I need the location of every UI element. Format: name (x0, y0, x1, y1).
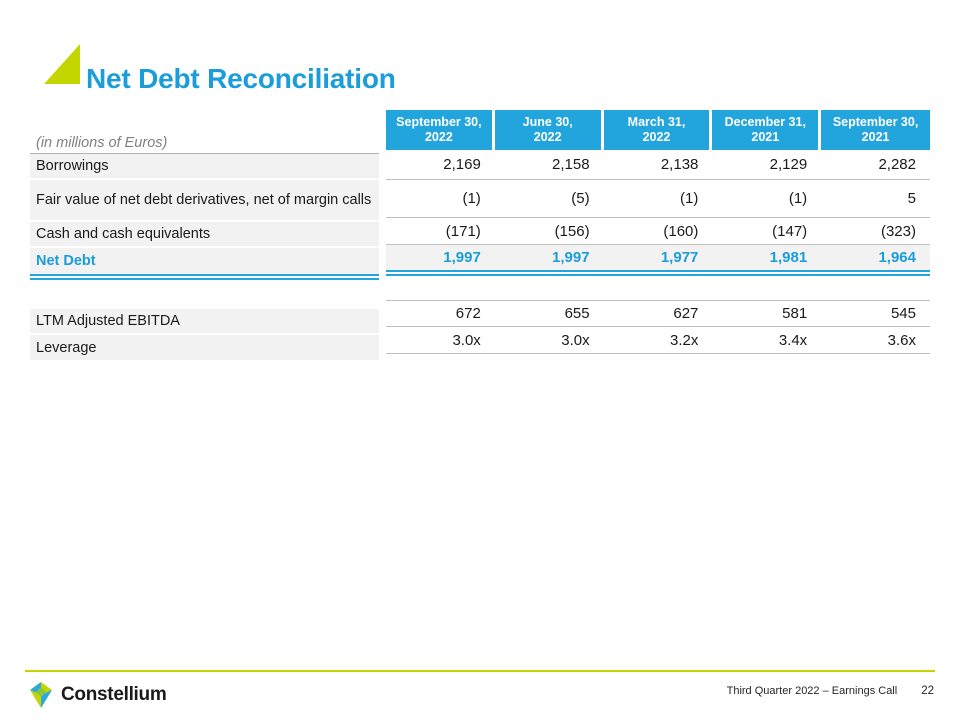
cell-value: 581 (782, 305, 808, 322)
section-gap (30, 280, 379, 308)
cell-value: (171) (445, 222, 481, 240)
table-row: 672 655 627 581 545 (386, 300, 930, 327)
column-header-line1: December 31, (724, 115, 806, 129)
footer-divider (25, 670, 935, 672)
row-label-net-debt: Net Debt (30, 248, 379, 274)
cell-value: 2,129 (769, 156, 808, 173)
table-row: 2,169 2,158 2,138 2,129 2,282 (386, 150, 930, 180)
cell-value: (5) (571, 190, 590, 207)
cell-value: 1,981 (769, 249, 808, 266)
lime-triangle-decoration (44, 44, 80, 84)
section-gap (386, 276, 930, 300)
cell-value: 1,964 (878, 249, 916, 266)
row-label-borrowings: Borrowings (30, 154, 379, 180)
row-label-cash: Cash and cash equivalents (30, 222, 379, 248)
cell-value: 5 (907, 190, 916, 207)
column-header-dec-2021: December 31, 2021 (712, 110, 819, 150)
cell-value: (1) (788, 190, 808, 207)
column-header-mar-2022: March 31, 2022 (603, 110, 710, 150)
table-header-row: September 30, 2022 June 30, 2022 March 3… (386, 110, 930, 150)
footer-note: Third Quarter 2022 – Earnings Call (726, 685, 898, 697)
column-header-jun-2022: June 30, 2022 (494, 110, 601, 150)
company-name: Constellium (61, 684, 167, 705)
column-header-line2: 2021 (861, 130, 890, 144)
cell-value: (1) (462, 190, 481, 207)
column-header-line2: 2022 (424, 130, 453, 144)
column-header-line2: 2021 (751, 130, 780, 144)
cell-value: 3.2x (670, 331, 699, 349)
cell-value: 1,977 (660, 249, 699, 266)
constellium-diamond-icon (30, 682, 52, 708)
cell-value: (160) (663, 222, 699, 240)
cell-value: 1,997 (552, 249, 590, 266)
cell-value: 3.4x (778, 331, 808, 349)
page-title: Net Debt Reconciliation (86, 63, 396, 94)
slide-header: Net Debt Reconciliation (0, 0, 960, 110)
column-header-line1: March 31, (627, 115, 686, 129)
units-label: (in millions of Euros) (30, 110, 379, 154)
column-header-line1: September 30, (832, 115, 919, 129)
cell-value: 1,997 (443, 249, 481, 266)
label-column: (in millions of Euros) Borrowings Fair v… (30, 110, 379, 362)
net-debt-double-rule (386, 270, 930, 276)
column-header-line1: September 30, (396, 115, 482, 129)
column-header-line2: 2022 (533, 130, 562, 144)
cell-value: 545 (890, 305, 916, 322)
column-header-sep-2021: September 30, 2021 (821, 110, 930, 150)
cell-value: 2,282 (878, 156, 916, 173)
row-label-fair-value: Fair value of net debt derivatives, net … (30, 180, 379, 222)
cell-value: 627 (673, 305, 699, 322)
cell-value: 2,138 (660, 156, 699, 173)
table-row: (171) (156) (160) (147) (323) (386, 218, 930, 245)
table-row: (1) (5) (1) (1) 5 (386, 180, 930, 218)
page-number: 22 (921, 685, 934, 697)
constellium-logo: Constellium (28, 681, 167, 709)
column-header-line2: 2022 (642, 130, 671, 144)
cell-value: 672 (455, 305, 481, 322)
values-area: September 30, 2022 June 30, 2022 March 3… (386, 110, 930, 354)
cell-value: (147) (772, 222, 808, 240)
cell-value: (156) (554, 222, 590, 240)
cell-value: (323) (880, 222, 916, 240)
row-label-ltm-ebitda: LTM Adjusted EBITDA (30, 308, 379, 335)
table-row: 3.0x 3.0x 3.2x 3.4x 3.6x (386, 327, 930, 354)
cell-value: (1) (680, 190, 699, 207)
cell-value: 655 (564, 305, 590, 322)
footer-meta: Third Quarter 2022 – Earnings Call 22 (727, 685, 934, 697)
cell-value: 3.0x (452, 331, 481, 349)
cell-value: 2,158 (552, 156, 590, 173)
table-row-total: 1,997 1,997 1,977 1,981 1,964 (386, 245, 930, 270)
net-debt-double-rule (30, 274, 379, 280)
cell-value: 3.0x (561, 331, 590, 349)
cell-value: 3.6x (887, 331, 916, 349)
cell-value: 2,169 (443, 156, 481, 173)
column-header-sep-2022: September 30, 2022 (386, 110, 492, 150)
column-header-line1: June 30, (522, 115, 573, 129)
row-label-leverage: Leverage (30, 335, 379, 362)
